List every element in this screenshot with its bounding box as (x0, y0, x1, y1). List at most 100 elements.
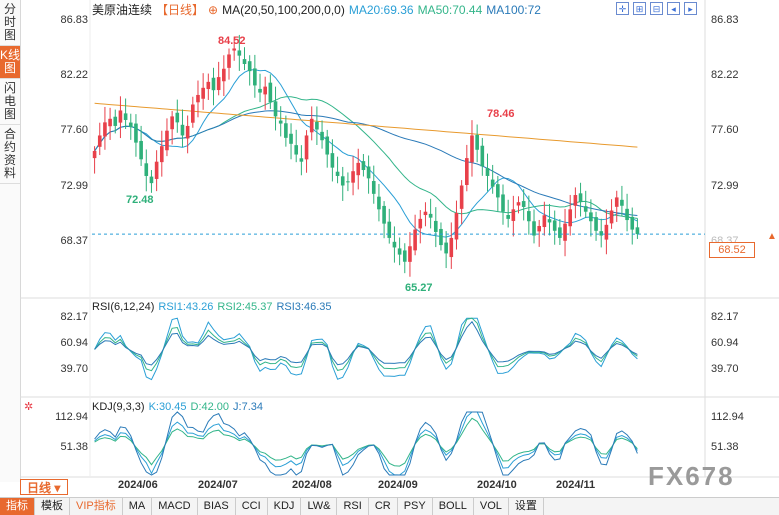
candle-body (258, 88, 262, 93)
ma20-value: MA20:69.36 (348, 3, 414, 17)
kdj-d-value: D:42.00 (190, 401, 230, 413)
period-selector[interactable]: 日线 ▾ (20, 479, 68, 495)
tab-flash[interactable]: 闪电图 (0, 79, 20, 125)
candle-body (537, 226, 541, 232)
zoom-out-icon[interactable]: ⊟ (650, 2, 663, 15)
candle-body (356, 162, 361, 176)
kdj-j-value: J:7.34 (233, 401, 263, 413)
candle-body (620, 199, 624, 206)
candle-body (103, 122, 107, 137)
candle-body (501, 194, 505, 212)
x-axis-label: 2024/10 (477, 479, 517, 491)
tab-macd[interactable]: MACD (152, 498, 198, 515)
add-icon[interactable]: ⊕ (208, 3, 219, 17)
tab-lw[interactable]: LW& (301, 498, 338, 515)
kdj-settings-icon[interactable]: ✲ (24, 401, 34, 413)
candle-body (304, 135, 309, 160)
candle-body (397, 248, 402, 255)
tab-contract-info[interactable]: 合约资料 (0, 125, 20, 184)
candle-body (118, 110, 123, 123)
candle-body (263, 86, 267, 95)
x-axis-label: 2024/06 (118, 479, 158, 491)
candle-body (387, 221, 392, 238)
ma-params[interactable]: MA(20,50,100,200,0,0) (222, 3, 345, 17)
period-selector-label: 日线 (27, 481, 52, 495)
candle-body (614, 197, 619, 207)
candle-body (408, 246, 412, 262)
tab-vol[interactable]: VOL (474, 498, 509, 515)
tab-rsi[interactable]: RSI (337, 498, 369, 515)
candle-body (113, 116, 118, 126)
price-axis-label: 77.60 (60, 124, 88, 136)
rsi3-line (94, 320, 638, 366)
crosshair-icon[interactable]: ✛ (616, 2, 629, 15)
candle-body (480, 145, 485, 167)
candle-body (340, 176, 345, 186)
ma50-value: MA50:70.44 (417, 3, 483, 17)
ma20-line (94, 69, 638, 238)
tab-cr[interactable]: CR (369, 498, 398, 515)
candle-body (180, 124, 185, 136)
candle-body (247, 61, 252, 72)
candle-body (268, 82, 273, 103)
rsi-axis-right-label: 60.94 (711, 337, 739, 349)
tab-kline[interactable]: K线图 (0, 46, 20, 79)
tab-indicators[interactable]: 指标 (0, 498, 35, 515)
candle-body (211, 77, 216, 91)
candle-body (485, 168, 490, 176)
low-annotation: 72.48 (126, 194, 154, 206)
tab-vip-indicators[interactable]: VIP指标 (70, 498, 123, 515)
candle-body (366, 166, 371, 179)
candle-body (330, 153, 335, 168)
candle-body (196, 94, 200, 103)
left-tab-bar: 分时图 K线图 闪电图 合约资料 (0, 0, 21, 482)
tab-timeshare[interactable]: 分时图 (0, 0, 20, 46)
high-annotation: 84.52 (218, 35, 246, 47)
candle-body (299, 158, 304, 162)
candle-body (418, 218, 423, 229)
candle-body (335, 171, 340, 176)
ma100-value: MA100:72 (486, 3, 541, 17)
candle-body (573, 195, 578, 206)
candle-body (428, 213, 433, 218)
tab-settings[interactable]: 设置 (509, 498, 544, 515)
move-right-icon[interactable]: ▸ (684, 2, 697, 15)
candle-body (433, 220, 438, 232)
candle-body (361, 161, 366, 171)
kdj-d-line (94, 417, 638, 467)
tab-kdj[interactable]: KDJ (268, 498, 302, 515)
candle-body (635, 227, 640, 235)
high-annotation: 78.46 (487, 108, 515, 120)
price-axis-label: 82.22 (60, 69, 88, 81)
candle-body (175, 112, 180, 123)
tab-bias[interactable]: BIAS (198, 498, 236, 515)
last-price-tag: 68.52 (709, 242, 755, 258)
candle-body (227, 54, 231, 68)
zoom-in-icon[interactable]: ⊞ (633, 2, 646, 15)
chart-header: 美原油连续 【日线】 ⊕ MA(20,50,100,200,0,0) MA20:69.3… (92, 2, 545, 18)
candle-body (423, 211, 428, 216)
candle-body (185, 125, 190, 139)
candle-body (377, 196, 381, 210)
rsi-axis-label: 39.70 (60, 363, 88, 375)
candle-body (583, 206, 588, 212)
rsi-axis-right-label: 82.17 (711, 311, 739, 323)
tab-boll[interactable]: BOLL (433, 498, 474, 515)
candle-body (558, 227, 562, 238)
move-left-icon[interactable]: ◂ (667, 2, 680, 15)
tab-psy[interactable]: PSY (398, 498, 433, 515)
candle-body (237, 50, 242, 56)
candle-body (521, 201, 526, 207)
candle-body (191, 104, 195, 123)
ma100-line (94, 110, 638, 216)
tab-ma[interactable]: MA (123, 498, 153, 515)
candle-body (439, 228, 443, 246)
tab-template[interactable]: 模板 (35, 498, 70, 515)
tab-cci[interactable]: CCI (236, 498, 268, 515)
candle-body (542, 215, 547, 228)
candle-body (382, 205, 386, 224)
candle-body (527, 211, 531, 222)
candle-body (149, 176, 154, 184)
watermark: FX678 (648, 461, 735, 491)
